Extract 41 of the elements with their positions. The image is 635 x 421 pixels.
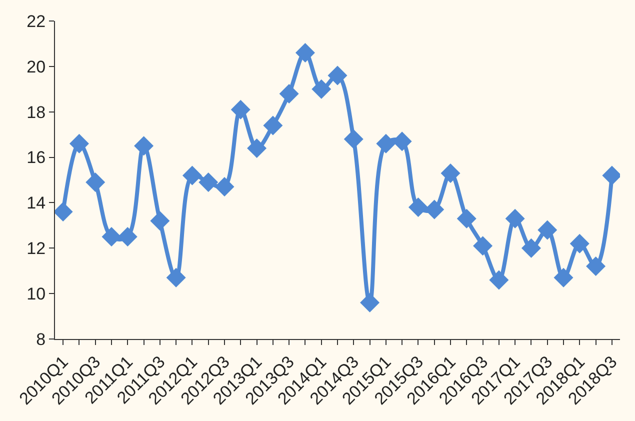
point <box>69 134 89 154</box>
point <box>376 134 396 154</box>
point <box>328 66 348 86</box>
point <box>150 211 170 231</box>
point <box>538 220 558 240</box>
point <box>521 238 541 258</box>
point <box>473 236 493 256</box>
y-tick-label: 16 <box>26 148 46 168</box>
y-tick-label: 12 <box>26 239 46 258</box>
point <box>586 256 606 276</box>
point <box>424 200 444 220</box>
point <box>505 208 525 228</box>
point <box>295 43 315 63</box>
point <box>214 177 234 197</box>
y-tick-label: 14 <box>26 194 46 213</box>
point <box>312 79 332 99</box>
point <box>102 227 122 247</box>
point <box>554 268 574 288</box>
y-tick-label: 18 <box>26 102 46 122</box>
point <box>408 198 428 218</box>
point <box>230 100 250 120</box>
point <box>360 292 380 312</box>
point <box>166 268 186 288</box>
point <box>86 172 106 192</box>
point <box>263 116 283 136</box>
point <box>134 136 154 156</box>
y-tick-label: 8 <box>36 330 46 349</box>
point <box>392 132 412 152</box>
point <box>182 166 202 186</box>
point <box>456 208 476 228</box>
y-tick-label: 22 <box>26 12 46 31</box>
point <box>344 129 364 149</box>
point <box>570 234 590 254</box>
point <box>198 172 218 192</box>
point <box>440 163 460 183</box>
point <box>489 270 509 290</box>
y-tick-label: 20 <box>26 57 46 76</box>
point <box>247 138 267 158</box>
point <box>279 84 299 104</box>
point <box>118 227 138 247</box>
y-tick-label: 10 <box>26 284 46 304</box>
